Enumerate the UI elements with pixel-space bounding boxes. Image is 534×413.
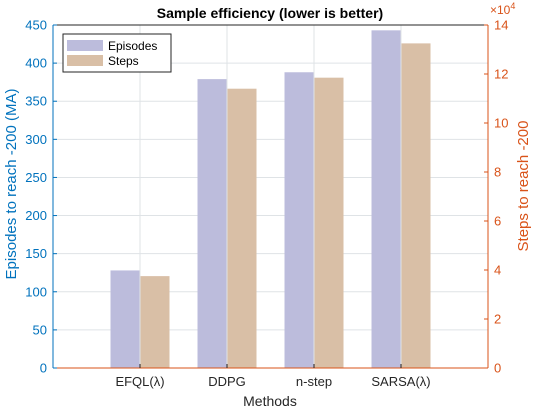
bar-steps: [314, 77, 344, 369]
right-axis-exponent: ×104: [490, 1, 515, 17]
ticks-layer: 0 50 100 150 200 250 300 350 400 450 0 2 4 6 8 10 12 14 EF…: [25, 18, 508, 390]
legend-swatch-steps: [67, 55, 103, 66]
x-tick-label: DDPG: [208, 374, 246, 389]
y-tick-label-left: 400: [25, 56, 47, 71]
y-tick-label-left: 200: [25, 208, 47, 223]
x-tick-label: SARSA(λ): [371, 374, 430, 389]
bar-steps: [140, 276, 170, 368]
y-tick-label-left: 450: [25, 18, 47, 33]
y-tick-label-left: 0: [40, 361, 47, 376]
x-axis-label: Methods: [243, 393, 297, 409]
y-tick-label-left: 50: [33, 322, 47, 337]
y-tick-label-left: 250: [25, 170, 47, 185]
axes-layer: [52, 24, 489, 369]
y-tick-label-right: 14: [494, 18, 508, 33]
y-axis-label-right: Steps to reach -200: [515, 121, 532, 252]
exponent-base: ×10: [490, 3, 511, 17]
bars-layer: [110, 30, 431, 369]
y-tick-label-right: 12: [494, 67, 508, 82]
y-tick-label-left: 150: [25, 246, 47, 261]
bar-episodes: [110, 270, 140, 368]
y-tick-label-right: 0: [494, 361, 501, 376]
y-tick-label-left: 100: [25, 284, 47, 299]
y-tick-label-left: 300: [25, 132, 47, 147]
bar-steps: [227, 88, 257, 368]
y-axis-label-left: Episodes to reach -200 (MA): [3, 89, 20, 280]
legend-label-steps: Steps: [108, 54, 139, 68]
x-tick-label: EFQL(λ): [115, 374, 164, 389]
bar-episodes: [371, 30, 401, 368]
bar-episodes: [197, 79, 227, 369]
y-tick-label-right: 2: [494, 312, 501, 327]
y-tick-label-right: 10: [494, 116, 508, 131]
legend-label-episodes: Episodes: [108, 39, 157, 53]
y-tick-label-right: 6: [494, 214, 501, 229]
x-tick-label: n-step: [296, 374, 332, 389]
y-tick-label-right: 8: [494, 165, 501, 180]
legend-swatch-episodes: [67, 40, 103, 51]
y-tick-label-left: 350: [25, 94, 47, 109]
bar-episodes: [284, 72, 314, 368]
exponent-power: 4: [510, 1, 515, 11]
y-tick-label-right: 4: [494, 263, 501, 278]
chart-title: Sample efficiency (lower is better): [157, 5, 383, 21]
bar-steps: [401, 43, 431, 368]
